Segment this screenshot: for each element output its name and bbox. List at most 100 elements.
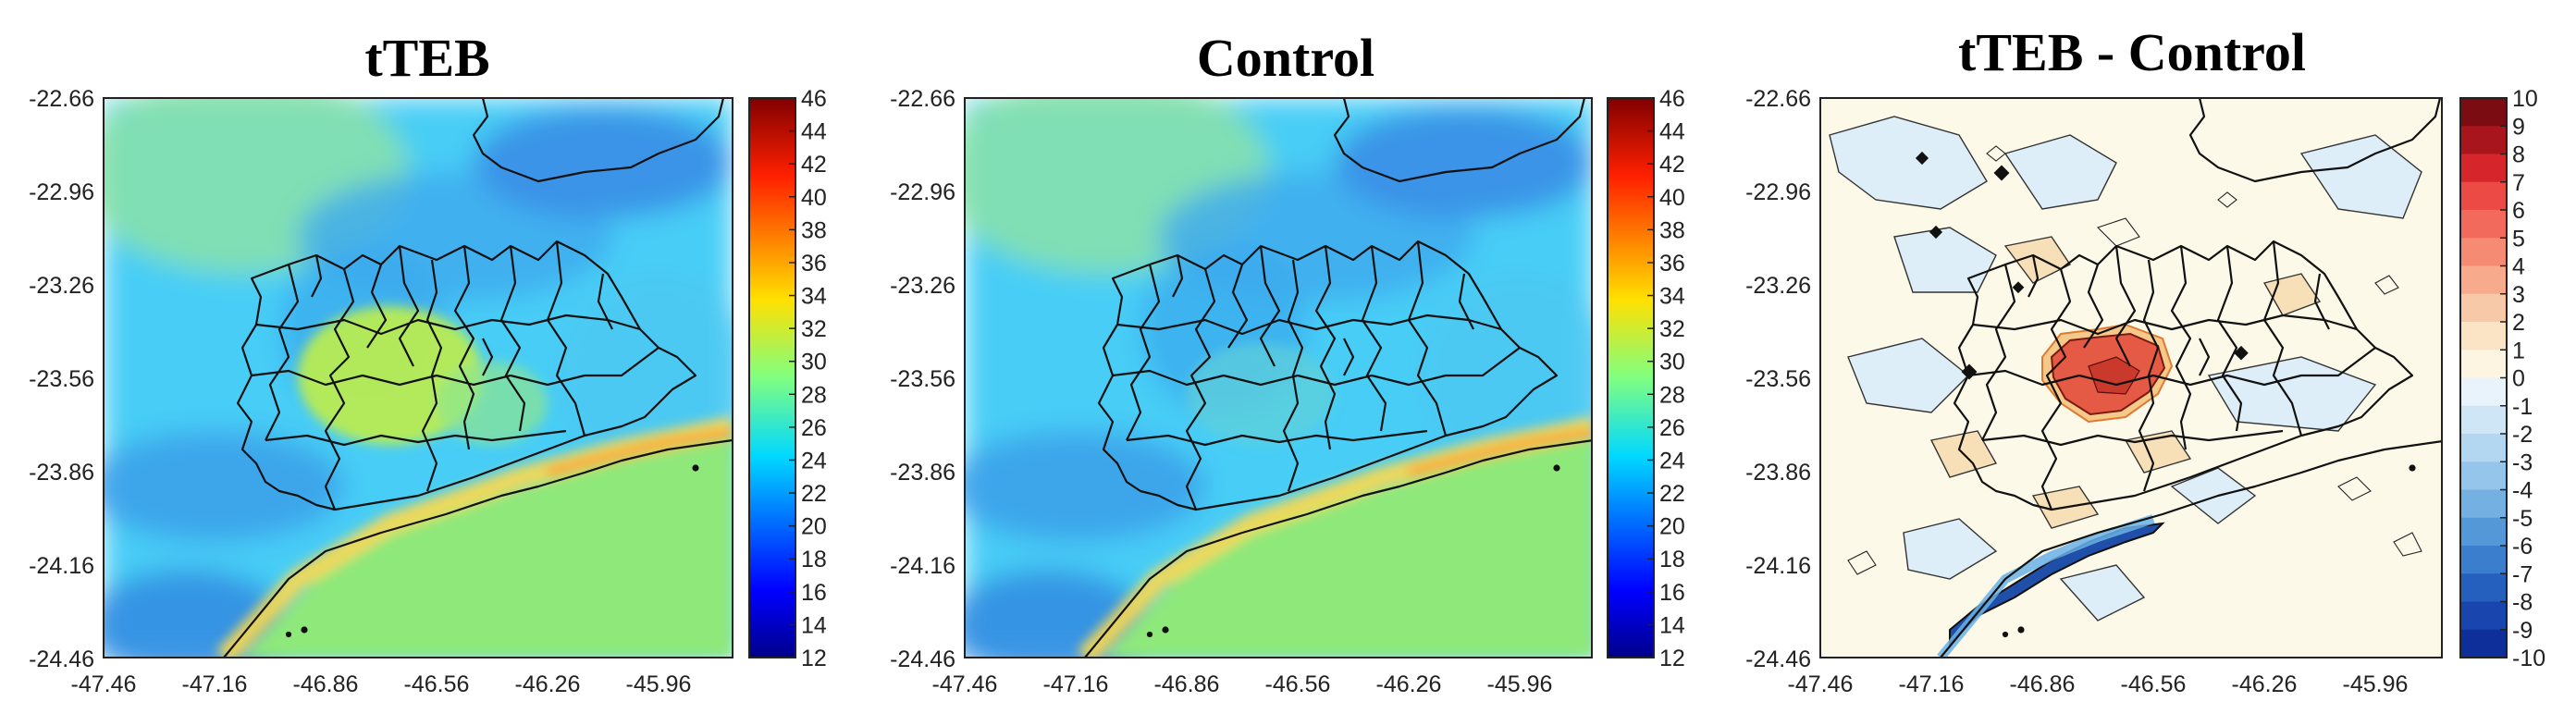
colorbar-tick-label: 38 (1659, 217, 1685, 243)
colorbar-level (2460, 322, 2507, 351)
y-tick-label: -24.46 (1745, 646, 1811, 672)
colorbar-tick-label: 16 (801, 580, 827, 606)
colorbar-tick-label: 0 (2512, 366, 2525, 392)
y-tick-label: -23.26 (1745, 273, 1811, 299)
colorbar-tick-label: 36 (1659, 251, 1685, 277)
panel-title: Control (1197, 28, 1374, 88)
colorbar-level (2460, 434, 2507, 462)
colorbar-tick-label: -7 (2512, 561, 2533, 587)
x-tick-label: -45.96 (2343, 671, 2409, 697)
colorbar-tick-label: 12 (801, 646, 827, 671)
x-tick-label: -46.56 (2121, 671, 2187, 697)
y-tick-label: -23.86 (890, 460, 955, 486)
y-ticks: -22.66 -22.96 -23.26 -23.56 -23.86 -24.1… (890, 86, 955, 672)
colorbar-tick-label: 26 (801, 415, 827, 441)
colorbar-tick-label: 14 (801, 612, 827, 638)
colorbar-tick-label: 30 (1659, 350, 1685, 375)
colorbar-ticks: 46 44 42 40 38 36 34 32 30 28 26 24 22 20 18 16 14 12 (1647, 86, 1685, 671)
y-tick-label: -22.66 (29, 86, 94, 112)
y-tick-label: -22.66 (1745, 86, 1811, 112)
x-ticks: -47.46 -47.16 -46.86 -46.56 -46.26 -45.9… (1788, 671, 2409, 697)
panel-title: tTEB - Control (1958, 22, 2306, 82)
colorbar-tick-label: 30 (801, 350, 827, 375)
axes-frame (103, 97, 733, 658)
colorbar-tick-label: -4 (2512, 478, 2533, 504)
colorbar-tick-label: -2 (2512, 422, 2533, 448)
colorbar-tick-label: 18 (1659, 547, 1685, 572)
colorbar-tick-label: 8 (2512, 142, 2525, 168)
colorbar-level (2460, 181, 2507, 211)
colorbar-tick-label: 44 (1659, 119, 1685, 145)
x-tick-label: -46.86 (2010, 671, 2076, 697)
y-tick-label: -23.56 (890, 366, 955, 392)
colorbar-tick-label: 28 (1659, 382, 1685, 408)
colorbar-tick-label: 5 (2512, 226, 2525, 252)
colorbar (748, 97, 796, 658)
colorbar-ticks: 46 44 42 40 38 36 34 32 30 28 26 24 22 20 18 16 14 12 (789, 86, 827, 671)
y-tick-label: -22.66 (890, 86, 955, 112)
colorbar-tick-label: 7 (2512, 170, 2525, 196)
panel-title: tTEB (364, 28, 489, 88)
colorbar-level (2460, 98, 2507, 127)
x-tick-label: -47.16 (1043, 671, 1109, 697)
colorbar-tick-label: -6 (2512, 534, 2533, 560)
y-tick-label: -24.16 (890, 553, 955, 579)
colorbar-level (2460, 629, 2507, 658)
y-tick-label: -23.56 (29, 366, 94, 392)
heatmap-field (104, 98, 733, 658)
x-tick-label: -46.26 (1376, 671, 1442, 697)
x-tick-label: -47.16 (1899, 671, 1965, 697)
x-ticks: -47.46 -47.16 -46.86 -46.56 -46.26 -45.9… (71, 671, 692, 697)
y-ticks: -22.66 -22.96 -23.26 -23.56 -23.86 -24.1… (29, 86, 94, 672)
colorbar-tick-label: 34 (1659, 284, 1685, 310)
colorbar-tick-label: 6 (2512, 198, 2525, 224)
colorbar-level (2460, 154, 2507, 183)
colorbar (2459, 97, 2508, 658)
colorbar-tick-label: 32 (801, 316, 827, 342)
colorbar-tick-label: 12 (1659, 646, 1685, 671)
x-tick-label: -45.96 (626, 671, 692, 697)
colorbar-level (2460, 546, 2507, 574)
colorbar-tick-label: 24 (1659, 448, 1685, 474)
colorbar-tick-label: 22 (801, 481, 827, 507)
y-tick-label: -24.16 (1745, 553, 1811, 579)
colorbar-tick-label: 28 (801, 382, 827, 408)
colorbar-tick-label: 40 (1659, 185, 1685, 211)
y-tick-label: -22.96 (29, 179, 94, 205)
difference-field (1820, 98, 2442, 658)
y-ticks: -22.66 -22.96 -23.26 -23.56 -23.86 -24.1… (1745, 86, 1811, 672)
colorbar-tick-label: 4 (2512, 254, 2525, 280)
x-tick-label: -46.86 (293, 671, 359, 697)
colorbar-tick-label: -8 (2512, 590, 2533, 616)
colorbar-level (2460, 210, 2507, 239)
colorbar-level (2460, 350, 2507, 378)
y-tick-label: -24.46 (890, 646, 955, 672)
colorbar-tick-label: -3 (2512, 449, 2533, 475)
colorbar-tick-label: 40 (801, 185, 827, 211)
colorbar (1607, 97, 1655, 658)
y-tick-label: -23.26 (890, 273, 955, 299)
colorbar-tick-label: 16 (1659, 580, 1685, 606)
colorbar-level (2460, 377, 2507, 407)
colorbar-level (2460, 601, 2507, 631)
x-tick-label: -46.56 (404, 671, 470, 697)
colorbar-tick-label: -5 (2512, 506, 2533, 532)
y-tick-label: -22.96 (1745, 179, 1811, 205)
colorbar-level (2460, 405, 2507, 435)
y-tick-label: -22.96 (890, 179, 955, 205)
colorbar-tick-label: 44 (801, 119, 827, 145)
x-tick-label: -46.86 (1154, 671, 1220, 697)
colorbar-level (2460, 489, 2507, 519)
panel-ttemb: tTEB -22.66 -22.96 -23.26 -23.56 -23.86 … (29, 28, 827, 697)
y-tick-label: -24.46 (29, 646, 94, 672)
axes-frame (964, 97, 1593, 658)
colorbar-tick-label: 22 (1659, 481, 1685, 507)
colorbar-tick-label: 20 (801, 514, 827, 540)
colorbar-tick-label: 9 (2512, 114, 2525, 140)
colorbar-tick-label: 42 (801, 152, 827, 178)
x-tick-label: -47.46 (71, 671, 137, 697)
y-tick-label: -24.16 (29, 553, 94, 579)
colorbar-tick-label: -10 (2512, 646, 2545, 671)
y-tick-label: -23.26 (29, 273, 94, 299)
